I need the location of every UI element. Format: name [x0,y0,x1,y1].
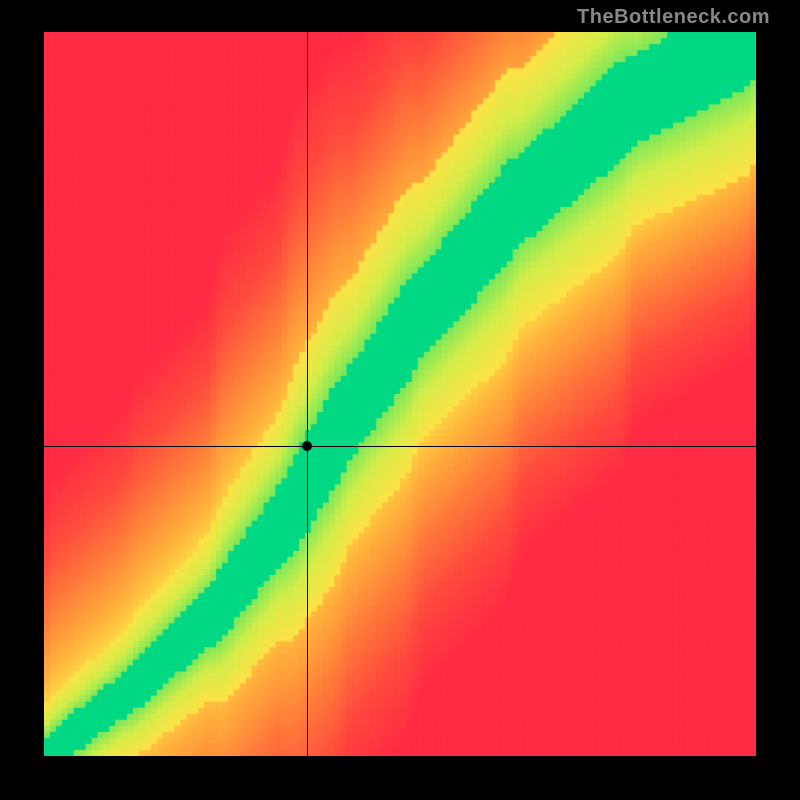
heatmap-plot [44,32,756,756]
heatmap-canvas [44,32,756,756]
crosshair-vertical [307,32,308,756]
crosshair-marker-dot [302,441,312,451]
watermark-text: TheBottleneck.com [577,6,770,29]
crosshair-horizontal [44,446,756,447]
